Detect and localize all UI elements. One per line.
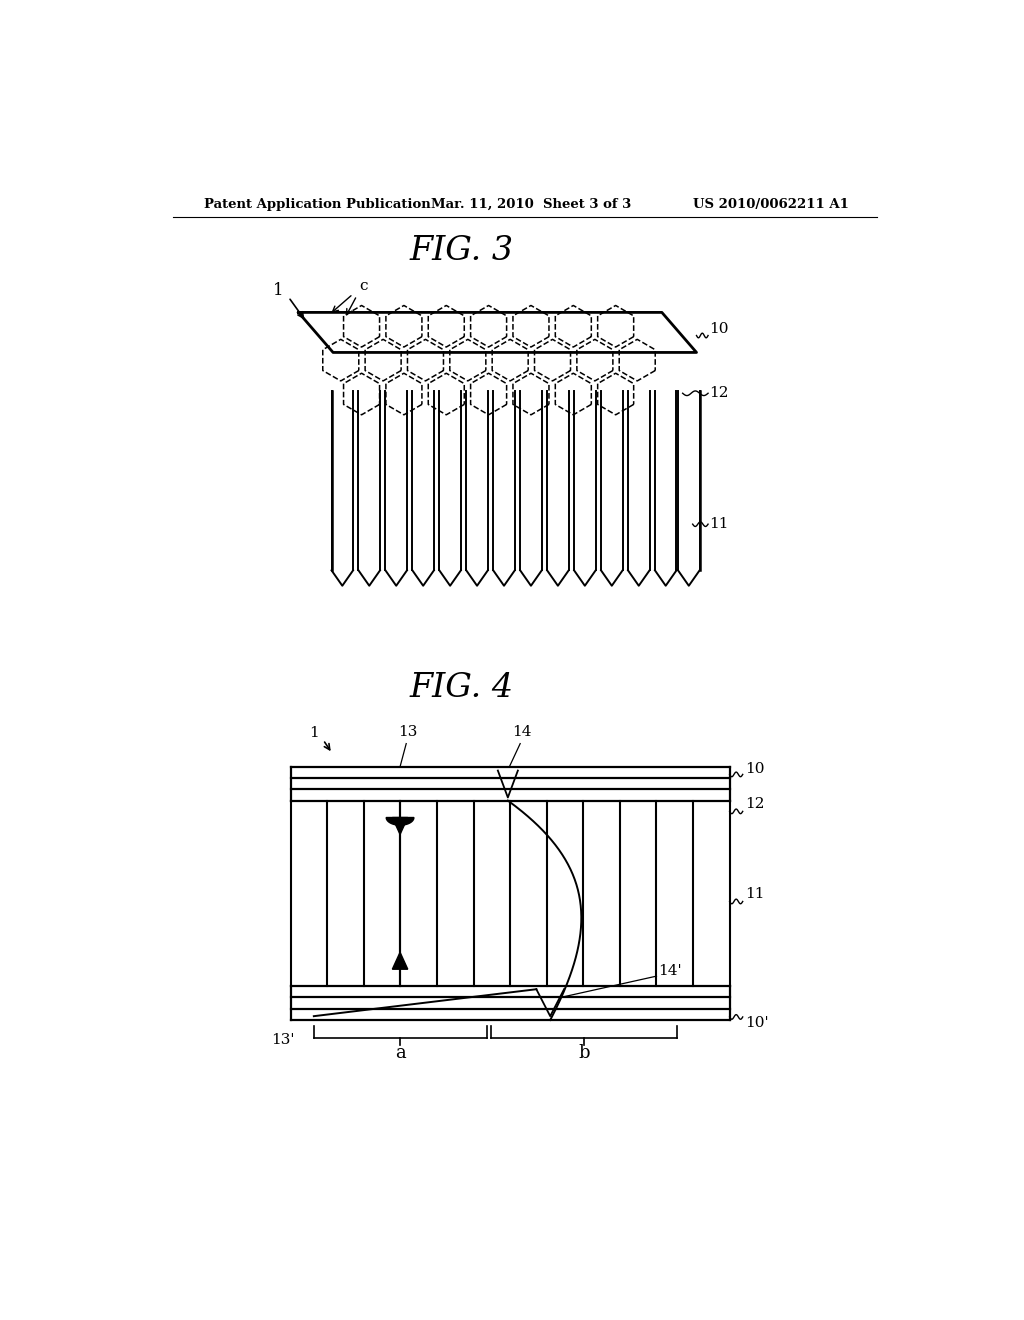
Text: 10: 10	[710, 322, 729, 337]
Polygon shape	[386, 817, 414, 825]
Polygon shape	[392, 817, 408, 834]
Text: b: b	[579, 1044, 590, 1061]
Text: 12: 12	[745, 796, 765, 810]
Text: 11: 11	[710, 517, 729, 531]
Text: 10': 10'	[745, 1016, 769, 1030]
Text: 13': 13'	[271, 1032, 295, 1047]
Polygon shape	[392, 952, 408, 969]
Text: FIG. 3: FIG. 3	[410, 235, 514, 267]
Text: 1: 1	[309, 726, 318, 741]
Text: 10: 10	[745, 762, 765, 776]
Text: 12: 12	[710, 387, 729, 400]
Text: 11: 11	[745, 887, 765, 900]
Text: US 2010/0062211 A1: US 2010/0062211 A1	[692, 198, 849, 211]
Text: c: c	[358, 280, 368, 293]
Text: Patent Application Publication: Patent Application Publication	[204, 198, 430, 211]
Text: 1: 1	[273, 282, 284, 300]
Text: a: a	[395, 1044, 406, 1061]
Text: 13: 13	[398, 725, 418, 739]
Text: Mar. 11, 2010  Sheet 3 of 3: Mar. 11, 2010 Sheet 3 of 3	[431, 198, 631, 211]
Text: 14': 14'	[658, 964, 682, 978]
Text: FIG. 4: FIG. 4	[410, 672, 514, 704]
Text: 14: 14	[512, 725, 531, 739]
